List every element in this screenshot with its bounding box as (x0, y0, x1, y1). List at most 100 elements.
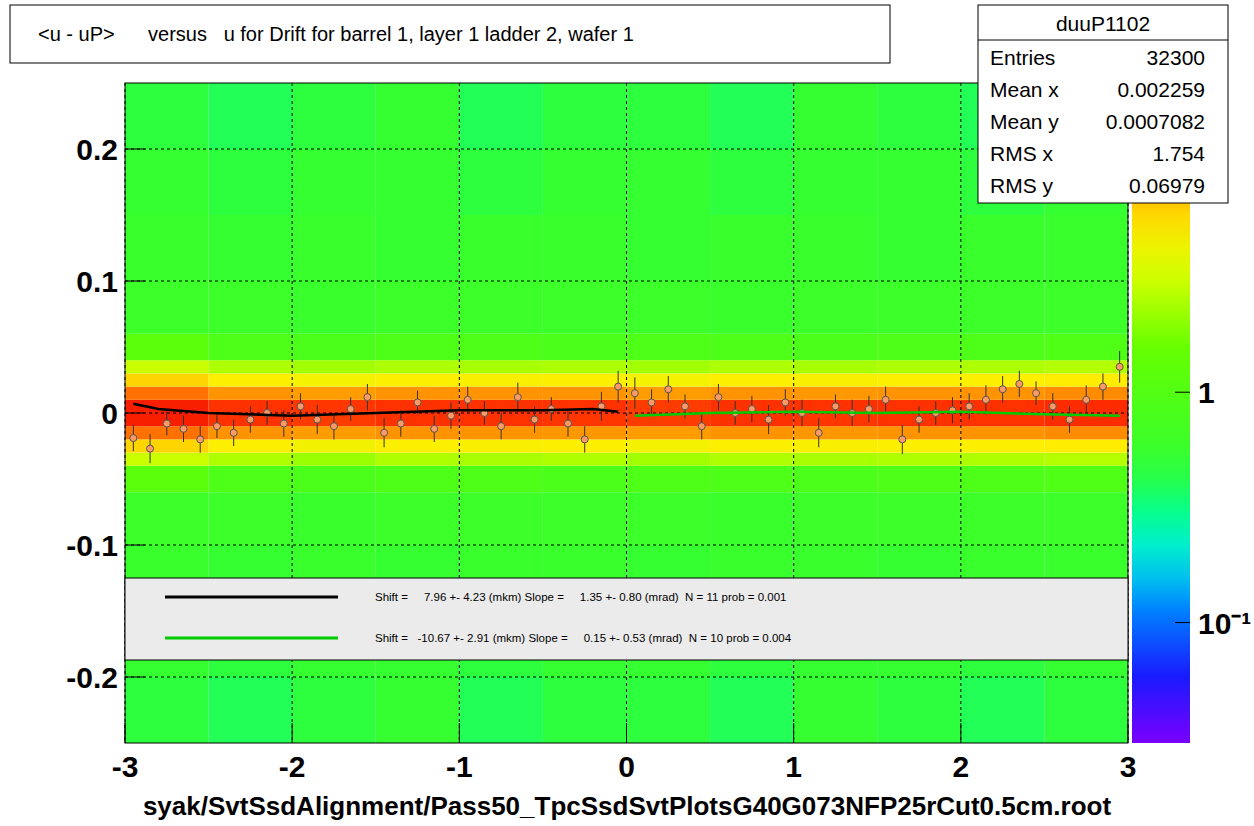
profile-point (882, 396, 889, 403)
legend-swatch (165, 596, 338, 599)
heat-cell (710, 83, 794, 149)
heat-cell (877, 149, 961, 215)
tick (459, 723, 460, 743)
profile-point (615, 383, 622, 390)
heat-cell (794, 677, 878, 743)
heat-cell (710, 281, 794, 334)
profile-point (631, 390, 638, 397)
heat-cell (292, 360, 376, 373)
colorbar-label: 10⁻¹ (1198, 607, 1251, 640)
heat-cell (125, 387, 209, 400)
tick (125, 545, 145, 546)
heat-cell (459, 360, 543, 373)
heat-cell (794, 453, 878, 466)
tick (125, 723, 126, 743)
heat-cell (292, 492, 376, 545)
heat-cell (125, 360, 209, 373)
heat-cell (125, 334, 209, 360)
heat-cell (376, 373, 460, 386)
heat-cell (627, 453, 711, 466)
profile-point (682, 403, 689, 410)
x-tick-label: 2 (952, 750, 969, 783)
heat-cell (794, 373, 878, 386)
profile-point (314, 416, 321, 423)
heat-cell (376, 426, 460, 439)
heat-cell (376, 439, 460, 452)
tick (626, 723, 627, 743)
heat-cell (459, 492, 543, 545)
heat-cell (794, 83, 878, 149)
heat-cell (961, 453, 1045, 466)
heat-cell (209, 215, 293, 281)
heat-cell (543, 492, 627, 545)
heat-cell (710, 466, 794, 492)
heat-cell (125, 215, 209, 281)
heat-cell (125, 149, 209, 215)
heat-cell (794, 439, 878, 452)
heat-cell (627, 83, 711, 149)
heat-cell (961, 426, 1045, 439)
heat-cell (961, 281, 1045, 334)
heat-cell (710, 373, 794, 386)
profile-point (581, 436, 588, 443)
heat-cell (209, 373, 293, 386)
heat-cell (1044, 281, 1128, 334)
x-tick-label: -1 (446, 750, 473, 783)
tick (960, 723, 961, 743)
tick (125, 281, 145, 282)
heat-cell (209, 83, 293, 149)
heat-cell (125, 373, 209, 386)
profile-point (1083, 396, 1090, 403)
profile-point (782, 399, 789, 406)
heat-cell (209, 492, 293, 545)
heat-cell (1044, 215, 1128, 281)
heat-cell (292, 334, 376, 360)
tick (793, 723, 794, 743)
heat-cell (961, 492, 1045, 545)
heat-cell (543, 413, 627, 426)
heat-cell (376, 334, 460, 360)
y-tick-label: 0 (101, 397, 118, 430)
heat-cell (1044, 426, 1128, 439)
heat-cell (376, 149, 460, 215)
profile-point (130, 435, 137, 442)
title: <u - uP> versus u for Drift for barrel 1… (38, 23, 634, 45)
grid-line (125, 545, 1128, 546)
heat-cell (292, 677, 376, 743)
colorbar-tick (1175, 392, 1190, 393)
heat-cell (543, 466, 627, 492)
stats-value: 1.754 (1152, 142, 1205, 165)
heat-cell (125, 677, 209, 743)
heat-cell (209, 466, 293, 492)
tick (1128, 723, 1129, 743)
heat-cell (877, 492, 961, 545)
profile (130, 351, 1123, 463)
x-tick-label: 0 (618, 750, 635, 783)
legend: Shift = 7.96 +- 4.23 (mkm) Slope = 1.35 … (125, 578, 1128, 660)
heat-cell (459, 387, 543, 400)
heat-cell (794, 426, 878, 439)
heat-cell (459, 215, 543, 281)
profile-point (247, 416, 254, 423)
heat-cell (292, 466, 376, 492)
heat-cell (794, 281, 878, 334)
heat-cell (877, 439, 961, 452)
tick (125, 149, 145, 150)
profile-point (982, 396, 989, 403)
stats-label: Entries (990, 46, 1055, 69)
heat-cell (794, 466, 878, 492)
heat-cell (292, 400, 376, 413)
heat-cell (627, 334, 711, 360)
tick (125, 413, 145, 414)
fit-line (133, 404, 618, 416)
y-tick-label: -0.2 (66, 661, 118, 694)
heat-cell (1044, 466, 1128, 492)
stats-value: 32300 (1147, 46, 1205, 69)
heat-cell (292, 281, 376, 334)
heat-cell (376, 281, 460, 334)
heat-cell (543, 360, 627, 373)
heat-cell (1044, 373, 1128, 386)
profile-point (1066, 416, 1073, 423)
heat-cell (125, 453, 209, 466)
heat-cell (627, 281, 711, 334)
